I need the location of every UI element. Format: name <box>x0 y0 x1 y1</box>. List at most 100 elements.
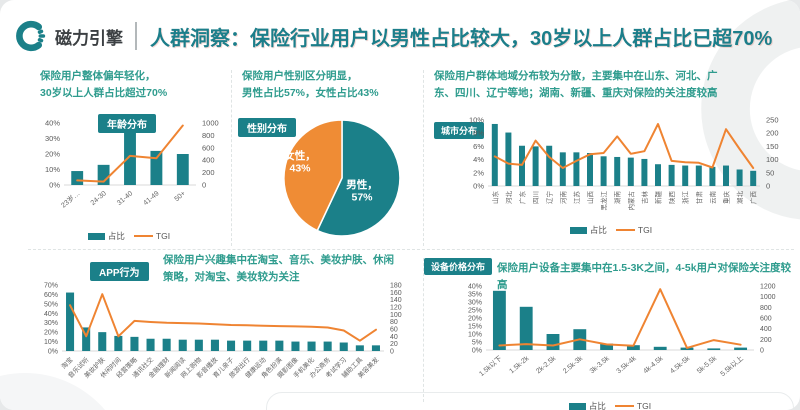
svg-text:内蒙古: 内蒙古 <box>626 191 635 211</box>
city-chart-badge: 城市分布 <box>434 122 485 139</box>
svg-text:山东: 山东 <box>490 191 499 205</box>
bar-legend-label: 占比 <box>589 225 607 235</box>
svg-text:50%: 50% <box>44 301 58 308</box>
separator-vertical-3 <box>423 258 424 402</box>
page-title: 人群洞察：保险行业用户以男性占比较大，30岁以上人群占比已超70% <box>150 27 773 50</box>
svg-text:4k-4.5k: 4k-4.5k <box>642 355 664 375</box>
svg-text:女性，43%: 女性， 43% <box>284 149 316 175</box>
age-note: 保险用户整体偏年轻化， 30岁以上人群占比超过70% <box>40 70 168 99</box>
svg-text:甘肃: 甘肃 <box>694 190 703 204</box>
svg-text:吉林: 吉林 <box>640 191 649 205</box>
svg-text:50+: 50+ <box>173 190 187 203</box>
svg-text:15%: 15% <box>468 324 482 331</box>
svg-text:400: 400 <box>202 156 215 165</box>
svg-text:30%: 30% <box>45 134 60 143</box>
panel-city-distribution: 保险用户群体地域分布较为分散，主要集中在山东、河北、广 东、四川、辽宁等地；湖南… <box>426 66 796 248</box>
svg-text:150: 150 <box>766 142 779 151</box>
bar-legend-label: 占比 <box>588 401 606 410</box>
svg-text:35%: 35% <box>468 292 482 299</box>
svg-text:400: 400 <box>760 326 772 333</box>
svg-text:0%: 0% <box>472 348 482 355</box>
svg-text:10%: 10% <box>468 332 482 339</box>
svg-text:10%: 10% <box>469 116 484 125</box>
svg-text:40%: 40% <box>468 284 482 291</box>
svg-text:0: 0 <box>766 182 770 191</box>
svg-text:140: 140 <box>390 297 402 304</box>
separator-vertical-2 <box>423 70 424 246</box>
svg-text:四川: 四川 <box>532 191 540 204</box>
svg-text:陕西: 陕西 <box>667 191 676 205</box>
gender-chart-badge: 性别分布 <box>238 118 296 137</box>
brand-logo-icon <box>16 20 46 52</box>
svg-text:河南: 河南 <box>558 191 567 205</box>
svg-text:3.5k-4k: 3.5k-4k <box>616 355 638 375</box>
age-chart-legend: 占比 TGI <box>28 230 230 242</box>
device-chart-legend: 占比 TGI <box>424 400 796 410</box>
svg-text:10%: 10% <box>45 165 60 174</box>
header: 磁力引擎 人群洞察：保险行业用户以男性占比较大，30岁以上人群占比已超70% <box>14 16 772 56</box>
svg-text:5.5k以上: 5.5k以上 <box>718 354 745 378</box>
svg-text:40%: 40% <box>45 119 60 128</box>
app-chart-badge: APP行为 <box>90 262 149 281</box>
svg-text:6%: 6% <box>473 142 484 151</box>
svg-text:60%: 60% <box>44 292 58 299</box>
svg-text:重庆: 重庆 <box>722 191 731 205</box>
svg-text:男性，57%: 男性， 57% <box>346 178 378 204</box>
svg-text:2.5k-3k: 2.5k-3k <box>562 355 584 375</box>
age-chart-badge: 年龄分布 <box>98 114 156 133</box>
svg-text:1000: 1000 <box>202 119 219 128</box>
svg-text:100: 100 <box>766 155 779 164</box>
svg-text:8%: 8% <box>473 129 484 138</box>
svg-text:20: 20 <box>390 341 398 348</box>
svg-text:广东: 广东 <box>518 191 527 205</box>
svg-text:40%: 40% <box>44 311 58 318</box>
svg-text:250: 250 <box>766 116 779 125</box>
svg-text:湖北: 湖北 <box>735 191 744 205</box>
line-legend-label: TGI <box>637 225 653 235</box>
svg-text:江苏: 江苏 <box>572 191 581 205</box>
svg-text:200: 200 <box>202 168 215 177</box>
svg-text:淘宝: 淘宝 <box>59 355 75 371</box>
line-legend-label: TGI <box>155 231 171 241</box>
svg-text:黑龙江: 黑龙江 <box>599 191 608 211</box>
svg-text:2k-2.5k: 2k-2.5k <box>535 355 557 375</box>
svg-text:180: 180 <box>390 283 402 290</box>
svg-text:4%: 4% <box>473 155 484 164</box>
svg-text:1.5k-2k: 1.5k-2k <box>508 355 530 375</box>
gender-note: 保险用户性别区分明显， 男性占比57%，女性占比43% <box>242 70 379 99</box>
svg-text:20%: 20% <box>44 330 58 337</box>
svg-text:3k-3.5k: 3k-3.5k <box>589 355 611 375</box>
svg-text:100: 100 <box>390 312 402 319</box>
svg-text:30%: 30% <box>44 320 58 327</box>
panel-age-distribution: 保险用户整体偏年轻化， 30岁以上人群占比超过70% 年龄分布 0% 10% 20%… <box>28 66 230 248</box>
line-legend-label: TGI <box>636 401 652 410</box>
city-note: 保险用户群体地域分布较为分散，主要集中在山东、河北、广 东、四川、辽宁等地；湖南… <box>434 70 718 99</box>
brand-watermark-icon <box>701 0 800 220</box>
svg-text:80: 80 <box>390 319 398 326</box>
city-chart-legend: 占比 TGI <box>426 224 796 236</box>
separator-vertical-1 <box>231 70 232 246</box>
line-legend-swatch <box>615 228 635 232</box>
svg-text:0%: 0% <box>48 349 58 356</box>
line-legend-swatch <box>614 404 634 408</box>
device-chart: 0%5%10%15%20%25%30%35%40% 0 200 400 600 800 10… <box>468 284 776 379</box>
svg-text:广西: 广西 <box>749 191 758 205</box>
svg-text:0: 0 <box>390 349 394 356</box>
svg-text:辽宁: 辽宁 <box>545 191 554 205</box>
svg-text:山西: 山西 <box>586 191 595 205</box>
svg-text:河北: 河北 <box>505 191 513 205</box>
svg-text:200: 200 <box>766 129 779 138</box>
svg-text:1000: 1000 <box>760 294 776 301</box>
svg-text:0: 0 <box>760 348 764 355</box>
app-note: 保险用户兴趣集中在淘宝、音乐、美妆护肤、休闲 策略，对淘宝、美妆较为关注 <box>163 254 394 283</box>
device-note: 保险用户设备主要集中在1.5-3K之间，4-5k用户对保险关注度较高 <box>497 262 792 291</box>
svg-text:4.5k-5k: 4.5k-5k <box>669 355 691 375</box>
svg-text:160: 160 <box>390 290 402 297</box>
svg-text:41-49: 41-49 <box>142 190 160 207</box>
svg-text:23岁…: 23岁… <box>59 189 81 210</box>
panel-app-behavior: APP行为 保险用户兴趣集中在淘宝、音乐、美妆护肤、休闲 策略，对淘宝、美妆较为… <box>28 252 422 410</box>
svg-text:湖南: 湖南 <box>613 191 622 205</box>
svg-text:30%: 30% <box>468 300 482 307</box>
app-chart: 0% 10% 20% 30% 40% 50% 60% 70% 02040608010012014… <box>44 283 402 380</box>
svg-text:800: 800 <box>202 131 215 140</box>
